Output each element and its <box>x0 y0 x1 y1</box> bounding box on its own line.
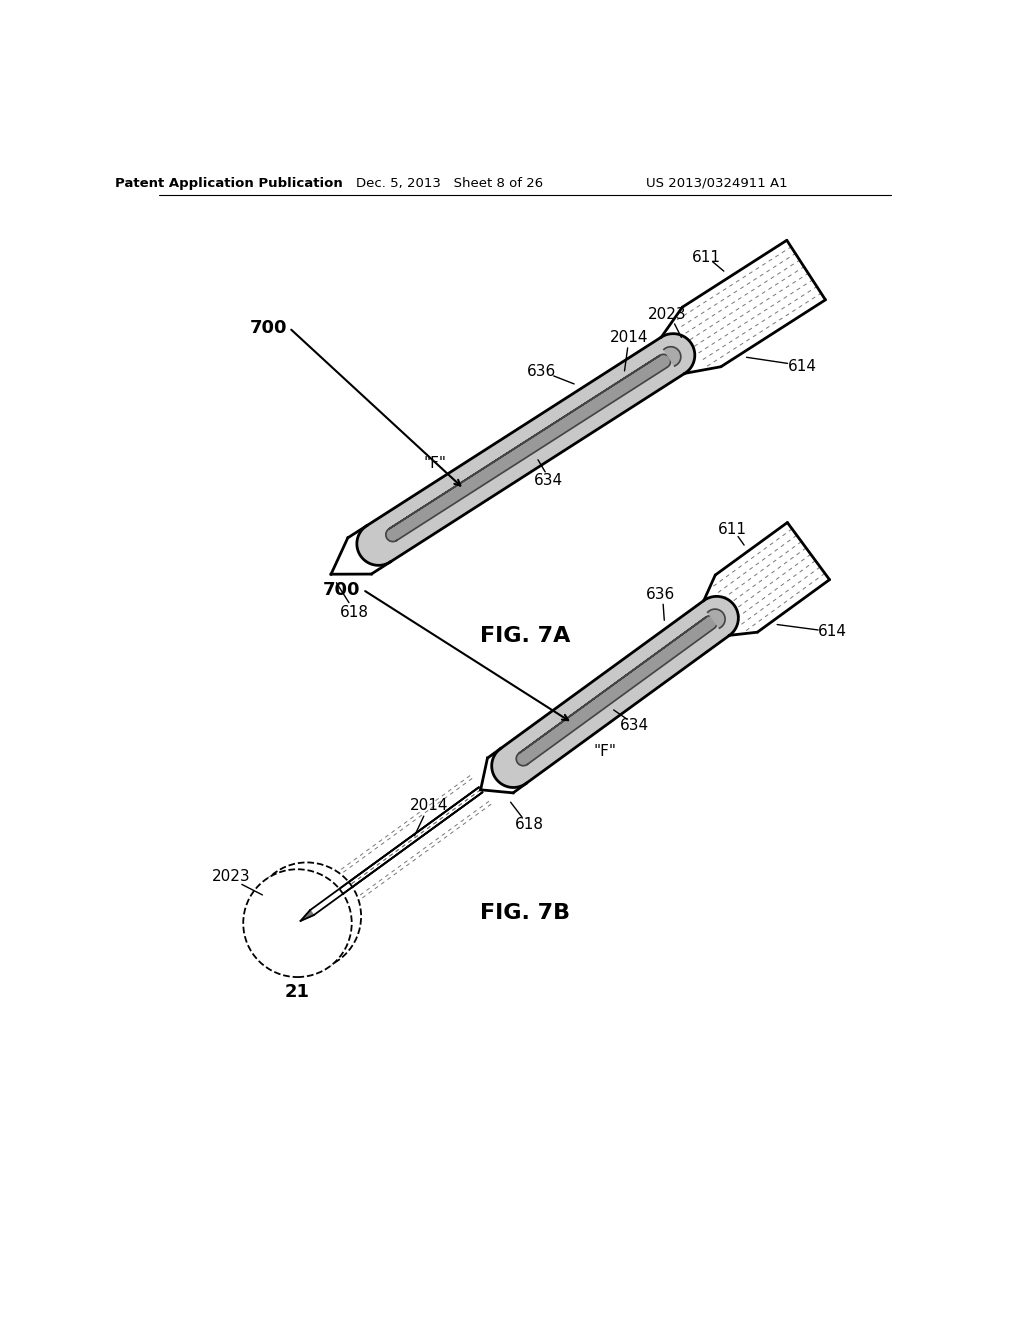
Text: 614: 614 <box>818 624 847 639</box>
Text: "F": "F" <box>424 457 446 471</box>
Text: 611: 611 <box>718 523 748 537</box>
Polygon shape <box>331 240 825 574</box>
Polygon shape <box>301 911 313 921</box>
Text: 614: 614 <box>787 359 816 374</box>
Text: 618: 618 <box>515 817 545 832</box>
Text: 634: 634 <box>534 473 563 488</box>
Text: 700: 700 <box>323 581 360 598</box>
Text: 611: 611 <box>692 249 721 265</box>
Polygon shape <box>386 354 671 541</box>
Text: US 2013/0324911 A1: US 2013/0324911 A1 <box>646 177 787 190</box>
Polygon shape <box>357 334 694 565</box>
Text: "F": "F" <box>594 744 616 759</box>
Polygon shape <box>301 911 313 921</box>
Polygon shape <box>493 597 737 787</box>
Text: 2014: 2014 <box>410 799 449 813</box>
Text: Dec. 5, 2013   Sheet 8 of 26: Dec. 5, 2013 Sheet 8 of 26 <box>356 177 543 190</box>
Text: 618: 618 <box>340 605 369 620</box>
Text: 21: 21 <box>285 983 310 1002</box>
Text: 2023: 2023 <box>212 870 251 884</box>
Polygon shape <box>302 911 313 920</box>
Text: 2014: 2014 <box>610 330 649 345</box>
Polygon shape <box>664 347 681 366</box>
Text: FIG. 7A: FIG. 7A <box>479 626 570 645</box>
Text: Patent Application Publication: Patent Application Publication <box>115 177 343 190</box>
Polygon shape <box>516 616 717 766</box>
Polygon shape <box>708 609 725 628</box>
Text: 2023: 2023 <box>648 308 686 322</box>
Text: FIG. 7B: FIG. 7B <box>479 903 570 923</box>
Polygon shape <box>480 523 829 793</box>
Text: 636: 636 <box>527 364 556 379</box>
Text: 636: 636 <box>646 587 675 602</box>
Polygon shape <box>302 911 313 920</box>
Text: 634: 634 <box>621 718 649 733</box>
Circle shape <box>253 862 361 970</box>
Text: 700: 700 <box>250 319 287 337</box>
Circle shape <box>244 870 351 977</box>
